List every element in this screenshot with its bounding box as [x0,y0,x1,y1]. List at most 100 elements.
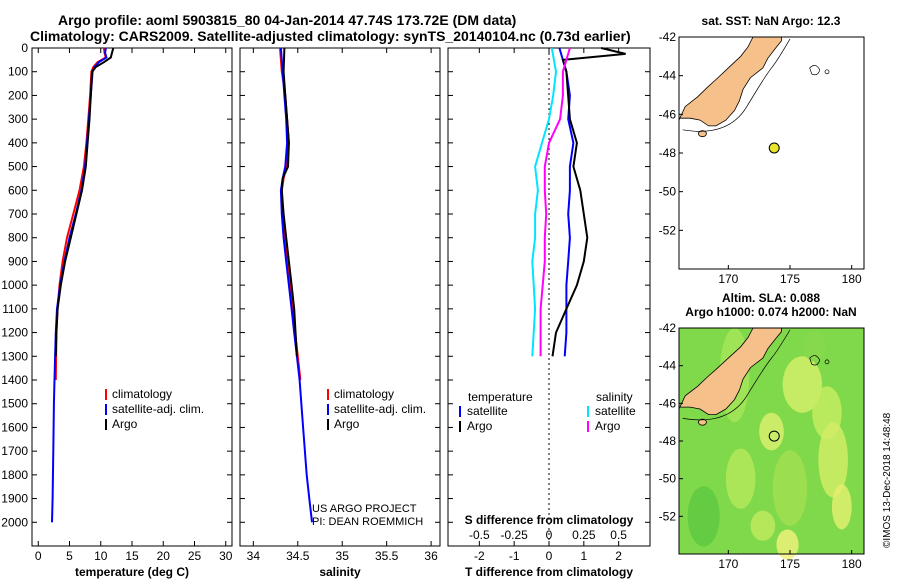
y-tick-label: 1000 [1,278,28,292]
x-tick-label: 34 [247,549,261,563]
s-tick-label: 0.25 [572,528,596,542]
map-y-tick-label: -42 [659,321,677,335]
legend-label: satellite [467,404,508,418]
legend-label: Argo [467,419,493,433]
map-y-tick-label: -48 [659,146,677,160]
x-tick-label: 10 [94,549,108,563]
sla-anomaly-patch [725,448,756,509]
sla-anomaly-patch [776,529,799,560]
x-tick-label: 0 [546,549,553,563]
y-tick-label: 2000 [1,515,28,529]
legend-label: Argo [595,419,621,433]
x-tick-label: 2 [615,549,622,563]
y-tick-label: 900 [8,254,28,268]
x-axis-label: T difference from climatology [465,565,633,579]
s-tick-label: -0.25 [500,528,528,542]
y-tick-label: 1300 [1,349,28,363]
isobath-contour [682,38,791,132]
panel-difference: -2 -1 0 1 2 T difference from climatology -0.5… [447,47,651,579]
y-tick-label: 1100 [2,302,28,316]
map-y-tick-label: -46 [659,107,677,121]
sla-anomaly-patch [782,356,823,413]
y-tick-label: 1400 [1,373,28,387]
map-y-tick-label: -42 [659,30,677,44]
x-tick-label: 0 [35,549,42,563]
seamount-contour [824,359,830,365]
x-tick-label: 35.5 [375,549,399,563]
map-y-tick-label: -44 [659,359,677,373]
map-background [679,37,864,269]
s-tick-label: 0 [546,528,553,542]
argo-position-marker [768,142,780,154]
y-tick-label: 200 [8,88,28,102]
map-y-tick-label: -44 [659,69,677,83]
x-tick-label: 5 [66,549,73,563]
y-tick-label: 800 [8,231,28,245]
map-y-tick-label: -52 [659,223,677,237]
series-line-temperature-argo [551,47,626,357]
y-tick-label: 1700 [1,444,28,458]
seamount-contour [824,69,830,75]
sla-map-title: Altim. SLA: 0.088 [722,291,820,305]
map-y-tick-label: -48 [659,434,677,448]
y-tick-label: 1900 [1,492,28,506]
argo-position-marker [768,430,780,442]
legend-label: climatology [112,387,172,401]
figure-title-line2: Climatology: CARS2009. Satellite-adjuste… [30,28,631,44]
chatham-rise-contour [809,65,821,76]
credit-pi: PI: DEAN ROEMMICH [312,516,423,528]
map-x-tick-label: 170 [718,557,738,571]
x-tick-label: 15 [125,549,139,563]
x-tick-label: 20 [157,549,171,563]
map-x-tick-label: 175 [780,557,800,571]
land-south-island [678,36,782,127]
y-tick-label: 1800 [1,468,28,482]
s-tick-label: -0.5 [469,528,490,542]
isobath-contour [682,329,791,421]
legend-title: temperature [468,390,533,404]
sst-map-title: sat. SST: NaN Argo: 12.3 [702,14,841,28]
x-tick-label: -2 [474,549,485,563]
sla-anomaly-patch [818,422,848,498]
legend-label: satellite [595,404,636,418]
panel-temperature: 0 5 10 15 20 25 30 temperature (deg C) 0 100 200 30… [1,41,232,579]
map-sst-map: 170 175 180 -42 -44 -46 -48 -50 -52 sat. SST: NaN… [659,14,865,286]
legend-label: Argo [112,417,138,431]
sla-anomaly-patch [687,486,720,547]
series-line-argo [280,47,298,357]
panel-frame [447,47,651,547]
credit-project: US ARGO PROJECT [312,503,417,515]
y-tick-label: 100 [8,65,28,79]
series-line-salinity-argo [539,47,571,357]
x-axis-label: salinity [319,565,361,579]
s-tick-label: 0.5 [610,528,627,542]
map-x-tick-label: 175 [780,272,800,286]
y-tick-label: 400 [8,136,28,150]
map-sla-map: 170 175 180 -42 -44 -46 -48 -50 -52 Altim. SLA: 0… [659,291,865,571]
panel-salinity: 34 34.5 35 35.5 36 salinity climatologysatelli… [239,47,441,579]
map-x-tick-label: 180 [842,272,862,286]
x-tick-label: 35 [336,549,350,563]
x-axis-label: temperature (deg C) [75,565,189,579]
map-y-tick-label: -52 [659,509,677,523]
map-x-tick-label: 180 [842,557,862,571]
legend-title: salinity [596,390,633,404]
map-y-tick-label: -46 [659,396,677,410]
series-line-satellite-adj-clim- [279,47,313,523]
legend-label: satellite-adj. clim. [112,402,204,416]
map-x-tick-label: 170 [718,272,738,286]
y-tick-label: 500 [8,160,28,174]
x-tick-label: 34.5 [286,549,310,563]
sla-map-subtitle: Argo h1000: 0.074 h2000: NaN [685,305,856,319]
legend-label: climatology [334,387,394,401]
map-y-tick-label: -50 [659,472,677,486]
x-tick-label: 1 [580,549,587,563]
y-tick-label: 1600 [1,420,28,434]
x-tick-label: -1 [509,549,520,563]
sla-anomaly-patch [772,450,808,526]
y-tick-label: 700 [8,207,28,221]
land-stewart-island [698,418,707,426]
sla-anomaly-patch [803,331,826,362]
y-tick-label: 300 [8,112,28,126]
